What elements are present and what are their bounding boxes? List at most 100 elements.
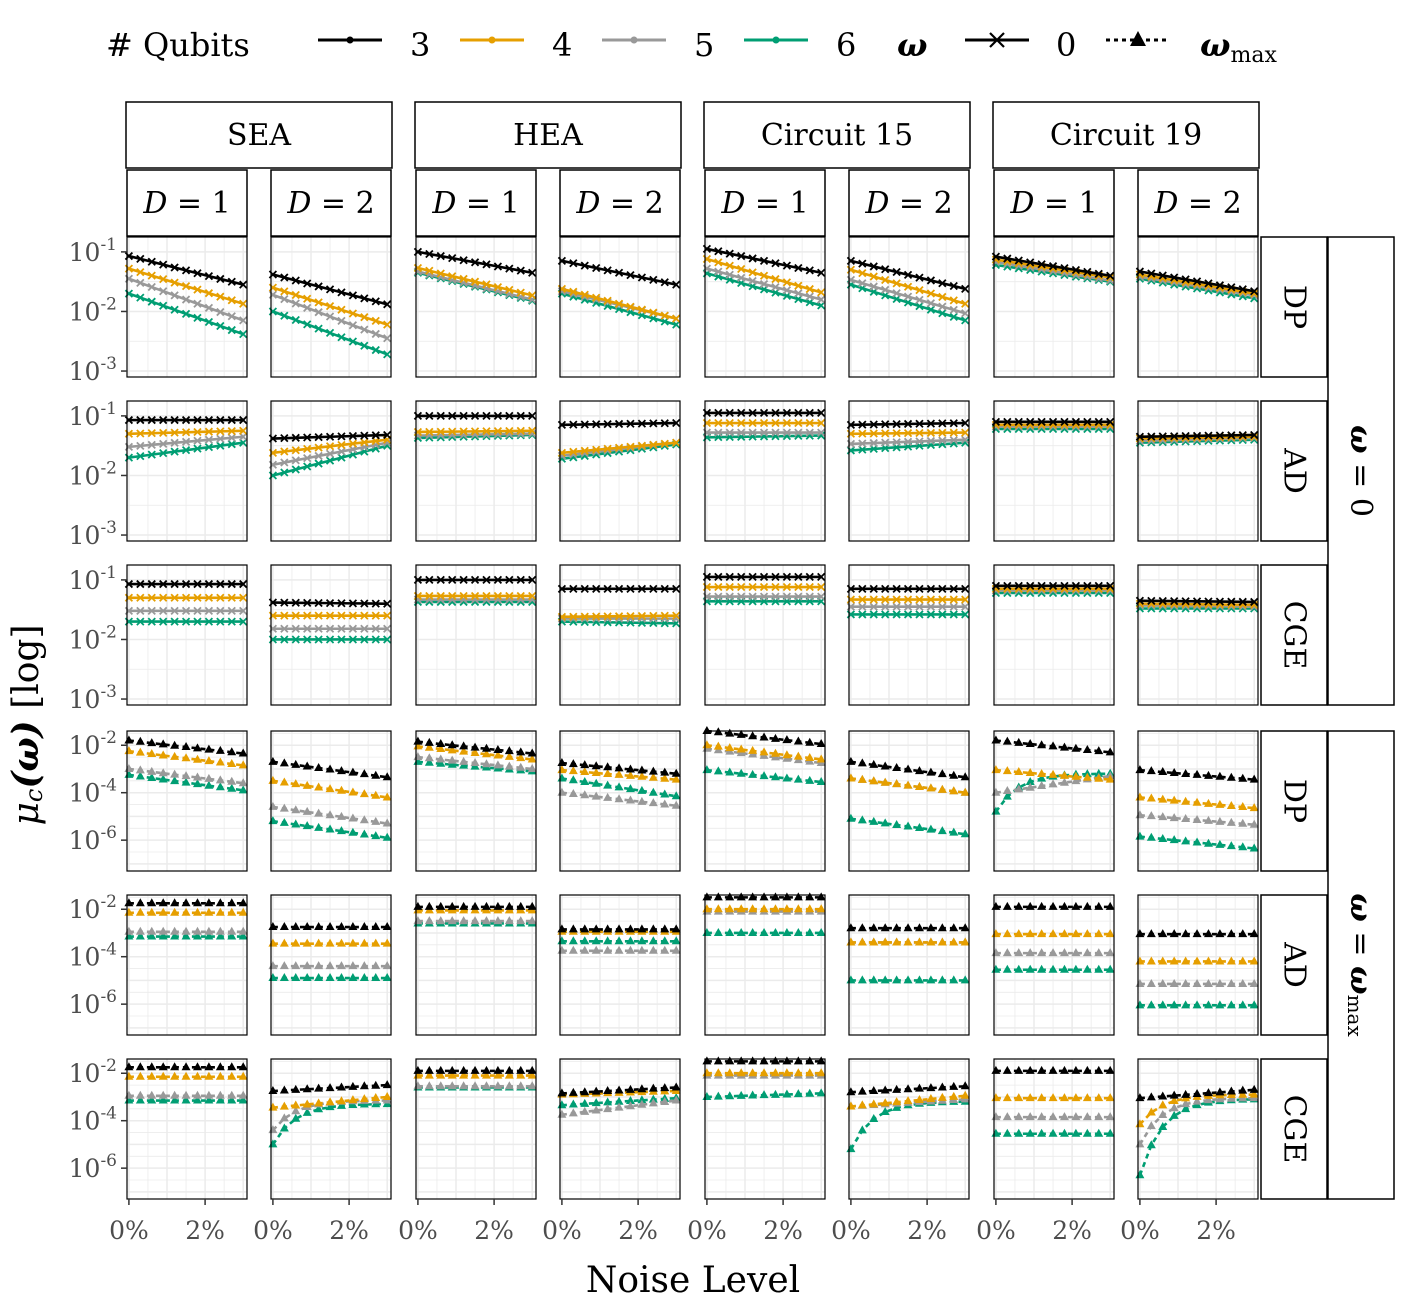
point-triangle-q4 bbox=[504, 751, 514, 760]
point-triangle-q5 bbox=[614, 794, 624, 803]
point-cross-q3 bbox=[1181, 275, 1190, 284]
y-tick-base: 10 bbox=[69, 779, 101, 808]
point-cross-q4 bbox=[961, 595, 970, 604]
y-tick-exp: -2 bbox=[100, 728, 117, 748]
point-triangle-q6 bbox=[1181, 1000, 1191, 1009]
strip-depth-eq: = 2 bbox=[889, 186, 952, 221]
panel-border bbox=[704, 730, 826, 872]
point-cross-q5 bbox=[782, 428, 792, 437]
point-triangle-q3 bbox=[770, 892, 780, 901]
point-cross-q3 bbox=[725, 249, 734, 258]
point-triangle-q4 bbox=[1025, 929, 1035, 938]
point-cross-q5 bbox=[204, 606, 214, 616]
point-triangle-q3 bbox=[805, 892, 815, 901]
point-triangle-q4 bbox=[1203, 956, 1213, 965]
point-cross-q3 bbox=[1192, 277, 1202, 286]
point-cross-q3 bbox=[325, 432, 335, 441]
point-triangle-q3 bbox=[1226, 772, 1236, 781]
point-triangle-q3 bbox=[671, 768, 681, 777]
point-triangle-q5 bbox=[459, 916, 469, 925]
point-triangle-q3 bbox=[660, 767, 670, 776]
point-cross-q4 bbox=[371, 611, 380, 620]
point-triangle-q3 bbox=[960, 772, 970, 781]
point-cross-q4 bbox=[714, 418, 723, 428]
point-triangle-q5 bbox=[1249, 978, 1259, 987]
y-tick-exp: -4 bbox=[100, 940, 117, 960]
point-triangle-q3 bbox=[937, 1082, 947, 1091]
point-triangle-q3 bbox=[736, 892, 746, 901]
point-cross-q3 bbox=[1060, 263, 1069, 273]
point-triangle-q3 bbox=[1037, 1065, 1047, 1074]
point-triangle-q3 bbox=[314, 763, 324, 772]
point-triangle-q5 bbox=[1146, 811, 1156, 820]
point-cross-q3 bbox=[1170, 273, 1179, 282]
y-tick-base: 10 bbox=[69, 1107, 101, 1136]
point-cross-q4 bbox=[737, 264, 746, 274]
point-triangle-q6 bbox=[382, 832, 392, 841]
point-triangle-q4 bbox=[158, 907, 168, 916]
point-cross-q5 bbox=[159, 287, 168, 296]
point-triangle-q5 bbox=[382, 818, 392, 827]
point-cross-q4 bbox=[371, 316, 380, 326]
strip-depth-eq: = 1 bbox=[456, 186, 519, 221]
point-cross-q5 bbox=[817, 592, 826, 601]
point-triangle-q3 bbox=[158, 898, 168, 907]
point-triangle-q6 bbox=[336, 826, 346, 835]
point-triangle-q5 bbox=[447, 916, 457, 925]
point-triangle-q3 bbox=[1146, 766, 1156, 775]
point-cross-q5 bbox=[725, 428, 734, 437]
point-triangle-q3 bbox=[1025, 1065, 1035, 1074]
point-cross-q3 bbox=[337, 288, 346, 297]
point-cross-q4 bbox=[759, 271, 769, 280]
point-triangle-q3 bbox=[671, 1082, 681, 1091]
point-cross-q6 bbox=[881, 610, 890, 619]
panel-background bbox=[271, 1059, 391, 1199]
point-triangle-q3 bbox=[892, 923, 902, 932]
point-triangle-q3 bbox=[949, 770, 959, 779]
point-triangle-q5 bbox=[568, 1108, 578, 1117]
point-triangle-q5 bbox=[1002, 948, 1012, 957]
point-triangle-q5 bbox=[1105, 1112, 1115, 1121]
point-triangle-q5 bbox=[436, 754, 446, 763]
panel-circuit-19-d2-dp-b0 bbox=[1135, 236, 1259, 378]
point-cross-q3 bbox=[1026, 581, 1035, 590]
point-cross-q5 bbox=[771, 283, 780, 292]
point-cross-q6 bbox=[858, 445, 867, 454]
point-triangle-q3 bbox=[336, 1082, 346, 1091]
point-triangle-q6 bbox=[291, 819, 301, 828]
point-cross-q4 bbox=[858, 269, 867, 278]
point-triangle-q4 bbox=[660, 773, 670, 782]
point-cross-q6 bbox=[938, 309, 947, 318]
point-triangle-q4 bbox=[603, 768, 613, 777]
point-triangle-q5 bbox=[504, 916, 514, 925]
point-cross-q4 bbox=[181, 593, 191, 602]
legend-label-omega-max-sub: max bbox=[1230, 43, 1277, 68]
point-cross-q3 bbox=[858, 584, 867, 593]
point-triangle-q4 bbox=[516, 753, 526, 762]
y-tick-base: 10 bbox=[69, 731, 101, 760]
point-triangle-q6 bbox=[1025, 1128, 1035, 1137]
point-cross-q3 bbox=[614, 584, 624, 593]
legend-label-omega-0: 0 bbox=[1056, 26, 1076, 64]
point-cross-q4 bbox=[771, 274, 780, 284]
point-triangle-q3 bbox=[782, 892, 792, 901]
point-triangle-q6 bbox=[170, 776, 180, 785]
panel-background bbox=[849, 1059, 969, 1199]
point-triangle-q3 bbox=[614, 763, 624, 772]
point-cross-q5 bbox=[303, 303, 312, 312]
point-triangle-q3 bbox=[1014, 737, 1024, 746]
point-triangle-q4 bbox=[926, 937, 936, 946]
point-cross-q3 bbox=[159, 260, 168, 269]
point-cross-q3 bbox=[748, 408, 757, 418]
point-cross-q3 bbox=[216, 274, 225, 284]
point-triangle-q4 bbox=[291, 1100, 301, 1109]
point-cross-q6 bbox=[239, 329, 248, 339]
point-cross-q3 bbox=[1026, 417, 1035, 426]
point-triangle-q6 bbox=[1082, 964, 1092, 973]
legend-title-omega: ω bbox=[897, 26, 927, 64]
point-triangle-q6 bbox=[1192, 837, 1202, 846]
point-triangle-q3 bbox=[170, 740, 180, 749]
point-cross-q3 bbox=[649, 275, 658, 285]
point-cross-q3 bbox=[147, 257, 156, 266]
